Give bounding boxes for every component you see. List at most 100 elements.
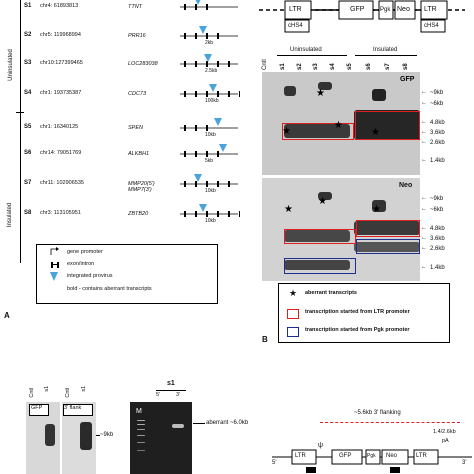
gel-lane-m: M [136, 408, 142, 415]
size-arrow: ← [421, 235, 427, 241]
exon-mark [206, 181, 208, 187]
flanking-label: ~5.6kb 3' flanking [354, 410, 401, 416]
exon-mark [217, 151, 219, 157]
row-scale: 2.5kb [205, 68, 218, 74]
row-locus: chr11: 102906535 [40, 179, 84, 186]
row-scale: 2kb [205, 40, 214, 46]
bottom-ltr-5: LTR [295, 453, 306, 459]
row-locus: chr1: 16340125 [40, 123, 79, 130]
row-gene: LOC283038 [128, 60, 158, 67]
row-id: S7 [24, 180, 32, 186]
exon-mark [184, 33, 186, 39]
exon-mark [217, 91, 219, 97]
exon-mark [206, 91, 208, 97]
row-locus: chr4: 61893813 [40, 2, 79, 9]
legend-note: bold - contains aberrant transcripts [67, 286, 152, 292]
exon-mark [217, 61, 219, 67]
exon-mark [239, 211, 240, 217]
group-separator [16, 112, 24, 113]
provirus-marker [199, 26, 207, 34]
size-marker: 3.6kb [430, 236, 445, 242]
provirus-marker [194, 174, 202, 182]
size-marker: 4.8kb [430, 226, 445, 232]
exon-mark [184, 125, 186, 131]
row-gene: MMP20(5') MMP7(3') [128, 180, 155, 193]
exon-mark [184, 211, 186, 217]
row-gene: PRR16 [128, 32, 146, 39]
construct-gfp: GFP [350, 6, 365, 13]
row-locus: chr5: 119968994 [40, 31, 81, 38]
group-divider [20, 0, 21, 112]
exon-mark [195, 125, 197, 131]
size-arrow: ← [421, 119, 427, 125]
psi-label: ψ [318, 442, 323, 449]
provirus-marker [209, 84, 217, 92]
construct-neo: Neo [397, 6, 410, 13]
row-id: S6 [24, 150, 32, 156]
size-arrow: ← [421, 206, 427, 212]
provirus-marker [199, 204, 207, 212]
blot-size-label: ~9kb [100, 432, 114, 438]
row-scale: 5kb [205, 158, 214, 164]
construct-ltr-5: LTR [289, 6, 302, 13]
polya-label: 1.4/2.6kb [433, 429, 456, 435]
bottom-pgk: Pgk [367, 453, 376, 459]
size-arrow: ← [421, 264, 427, 270]
gel-title: s1 [167, 380, 175, 387]
legend-provirus: integrated provirus [67, 273, 113, 279]
size-arrow: ← [421, 157, 427, 163]
aberrant-band-label: aberrant ~6.0kb [206, 420, 249, 426]
exon-mark [195, 61, 197, 67]
construct-end-5: 5' [272, 460, 277, 466]
row-scale: 100kb [205, 98, 219, 104]
exon-mark [239, 91, 240, 97]
svg-text:★: ★ [284, 204, 293, 215]
row-gene: CDC73 [128, 90, 147, 97]
exon-mark [217, 211, 219, 217]
row-id: S5 [24, 124, 32, 130]
construct-ltr-3: LTR [424, 6, 437, 13]
size-marker: ~6kb [430, 101, 444, 107]
gene-maps [180, 0, 240, 217]
exon-mark [195, 33, 197, 39]
row-id: S1 [24, 3, 32, 9]
exon-mark [195, 181, 197, 187]
lane-s1-2: s1 [81, 385, 88, 392]
panel-a-label: A [4, 311, 10, 320]
svg-text:★: ★ [372, 204, 381, 215]
gfp-probe-label: GFP [400, 76, 415, 83]
row-gene: SPEN [128, 124, 143, 131]
aberrant-star-markers: ★ ★ ★ ★ ★ ★ ★ [282, 88, 381, 215]
legend-star-icon: ★ [289, 288, 298, 298]
svg-text:★: ★ [282, 126, 291, 137]
neo-pgk-box-insulated [356, 239, 420, 254]
exon-mark [206, 151, 208, 157]
exon-mark [184, 4, 186, 10]
lane-s1-1: s1 [44, 385, 51, 392]
row-scale: 10kb [205, 218, 216, 224]
exon-mark [217, 181, 219, 187]
exon-mark [195, 211, 197, 217]
provirus-marker [195, 0, 201, 5]
size-marker: 1.4kb [430, 158, 445, 164]
row-locus: chr14: 79051769 [40, 149, 82, 156]
exon-mark [195, 4, 197, 10]
group-insulated-header: Insulated [373, 47, 398, 53]
size-marker: 2.6kb [430, 246, 445, 252]
row-gene: TTNT [128, 3, 143, 10]
legend-star-text: aberrant transcripts [305, 290, 357, 296]
exon-mark [228, 211, 230, 217]
insulator-label-3: cHS4 [424, 23, 439, 29]
provirus-marker [214, 118, 222, 126]
exon-mark [206, 211, 208, 217]
row-locus: chr3: 113105951 [40, 209, 81, 216]
probe-flank-label: 3' flank [64, 405, 82, 411]
exon-mark [228, 181, 230, 187]
row-id: S8 [24, 210, 32, 216]
agarose-gel: M [130, 402, 192, 474]
exon-mark [184, 61, 186, 67]
svg-text:★: ★ [371, 127, 380, 138]
size-arrow: ← [421, 245, 427, 251]
size-marker: 4.8kb [430, 120, 445, 126]
row-gene: ALKBH1 [128, 150, 150, 157]
